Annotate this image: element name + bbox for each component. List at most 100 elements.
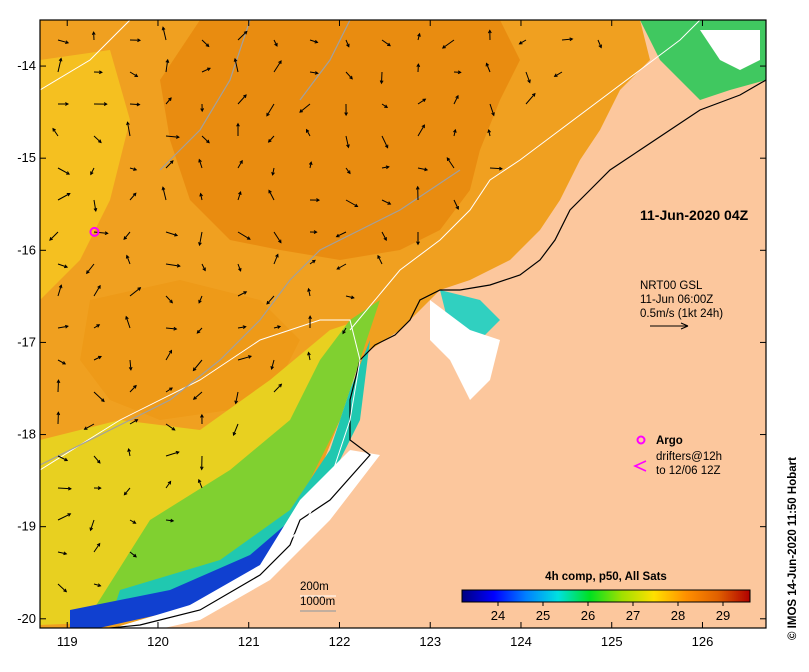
current-vector-head	[417, 32, 421, 37]
current-vector	[52, 128, 59, 137]
current-vector-head	[67, 486, 72, 491]
lon-tick-label: 123	[419, 634, 441, 649]
current-vector	[129, 192, 137, 201]
current-vector-head	[97, 486, 102, 490]
current-vector	[381, 199, 391, 205]
current-vector	[237, 263, 242, 272]
model-label-2: 11-Jun 06:00Z	[640, 294, 713, 306]
current-vector	[84, 423, 95, 430]
current-vector	[129, 103, 140, 106]
current-vector-head	[52, 127, 56, 132]
lat-tick-label: -14	[17, 58, 36, 73]
current-vector-head	[62, 361, 67, 365]
current-vector	[162, 27, 167, 41]
current-vector-head	[234, 400, 238, 405]
current-vector-head	[97, 355, 102, 360]
current-vector-head	[175, 450, 180, 455]
current-vector-head	[199, 192, 203, 197]
current-vector-head	[553, 73, 558, 77]
model-label-3: 0.5m/s (1kt 24h)	[640, 308, 723, 320]
current-vector-head	[56, 411, 61, 416]
colorbar-tick-label: 27	[626, 608, 640, 623]
current-vector-head	[137, 38, 142, 43]
current-vector-head	[243, 30, 248, 35]
current-vector-head	[125, 315, 129, 320]
current-vector-head	[97, 139, 102, 144]
current-vector-head	[136, 102, 141, 107]
current-vector	[237, 291, 247, 297]
argo-float-icon	[89, 226, 100, 237]
current-vector-head	[104, 231, 109, 236]
lat-tick-label: -19	[17, 519, 36, 534]
current-vector-head	[274, 42, 278, 47]
current-vector-head	[65, 102, 70, 106]
current-vector-head	[349, 75, 353, 80]
current-vector-head	[377, 254, 381, 259]
current-vector	[126, 255, 131, 265]
current-vector-head	[64, 457, 69, 462]
current-vector-head	[123, 491, 128, 496]
current-vector-head	[383, 237, 387, 242]
current-vector-head	[335, 233, 340, 238]
current-vector-head	[354, 203, 359, 207]
current-vector-head	[385, 165, 390, 170]
current-vector	[193, 359, 203, 371]
current-vector-head	[103, 102, 108, 106]
current-vector-head	[202, 267, 206, 272]
current-vector-head	[161, 186, 166, 191]
current-vector-head	[457, 70, 462, 75]
current-vector	[93, 455, 101, 464]
current-vector	[345, 71, 353, 80]
current-vector	[57, 380, 59, 393]
current-vector-head	[132, 192, 137, 197]
current-vector	[93, 231, 108, 234]
current-vector	[237, 231, 251, 240]
current-vector-head	[232, 432, 237, 437]
current-vector-head	[236, 122, 240, 127]
current-vector	[345, 199, 358, 207]
lon-tick-label: 126	[692, 634, 714, 649]
lat-tick-label: -17	[17, 334, 36, 349]
current-vector-head	[205, 43, 210, 48]
current-vector-head	[598, 44, 602, 49]
current-vector	[273, 254, 279, 265]
current-vector-head	[198, 242, 202, 247]
current-vector-head	[49, 237, 53, 241]
current-vector	[273, 383, 282, 393]
current-vector-head	[89, 527, 94, 532]
current-vector-head	[133, 384, 137, 389]
current-vector-head	[197, 478, 202, 483]
depth-1000-label: 1000m	[300, 596, 335, 608]
current-vector-head	[134, 419, 139, 423]
current-vector	[165, 160, 174, 169]
current-vector	[165, 451, 179, 457]
map-frame	[39, 19, 767, 629]
current-vector	[417, 124, 425, 137]
current-vector	[309, 39, 318, 43]
current-vector	[125, 316, 131, 329]
current-vector	[201, 263, 206, 271]
current-vector-head	[233, 57, 238, 62]
current-vector	[237, 326, 246, 329]
current-vector-head	[455, 94, 459, 99]
date-label: 11-Jun-2020 04Z	[640, 207, 749, 223]
current-vector	[237, 355, 252, 361]
current-vector	[162, 187, 167, 201]
current-vector-head	[306, 128, 310, 133]
current-vector-head	[344, 112, 348, 117]
colorbar-bar	[461, 589, 751, 603]
current-vector-head	[247, 355, 252, 359]
current-vector	[336, 231, 347, 238]
ocean-yellow-coast	[40, 300, 380, 625]
current-vector	[201, 39, 210, 47]
current-vector	[198, 479, 203, 489]
current-vector	[381, 39, 391, 47]
current-vector	[266, 295, 275, 305]
current-vector-head	[384, 144, 389, 149]
current-vector-head	[98, 70, 103, 75]
lat-tick-label: -18	[17, 427, 36, 442]
current-vector	[525, 93, 536, 105]
current-vector-head	[267, 138, 272, 143]
colorbar: 4h comp, p50, All Sats 24 25 26 27 28 29	[461, 571, 751, 623]
current-vector-head	[266, 112, 270, 117]
